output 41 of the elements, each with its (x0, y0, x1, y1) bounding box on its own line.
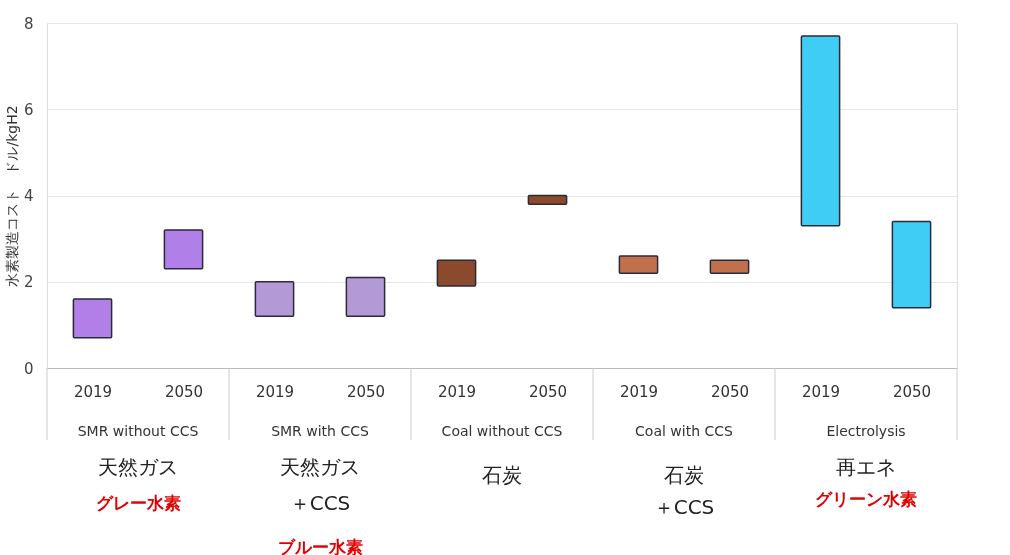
text: SMR with CCS (271, 423, 369, 439)
text: Coal with CCS (635, 423, 734, 439)
y-tick-label: 6 (23, 100, 34, 119)
x-tick-label: 2019 (73, 382, 113, 401)
text: 天然ガス (280, 455, 360, 479)
bar (800, 35, 841, 227)
text: 天然ガス (98, 455, 178, 479)
text: ＋CCS (289, 491, 351, 515)
x-tick-label: 2019 (619, 382, 659, 401)
bar (709, 259, 750, 274)
bar (72, 298, 113, 339)
x-tick-label: 2050 (892, 382, 932, 401)
text: SMR without CCS (77, 423, 199, 439)
bar (163, 229, 204, 270)
x-tick-label: 2050 (346, 382, 386, 401)
y-tick-label: 2 (23, 273, 34, 292)
x-tick-label: 2019 (801, 382, 841, 401)
x-tick-label: 2019 (437, 382, 477, 401)
y-axis-title: 水素製造コスト ドル/kgH2 (3, 105, 20, 287)
bar (436, 259, 477, 287)
bar (618, 255, 659, 274)
text: 再エネ (836, 455, 896, 479)
bar (254, 281, 295, 317)
text: Electrolysis (826, 423, 906, 439)
text: Coal without CCS (441, 423, 563, 439)
x-tick-label: 2050 (710, 382, 750, 401)
text: 石炭 (482, 463, 522, 487)
bar (527, 194, 568, 205)
x-tick-label: 2050 (164, 382, 204, 401)
bar (891, 220, 932, 309)
text: グリーン水素 (815, 489, 917, 509)
text: ＋CCS (653, 495, 715, 519)
text: ブルー水素 (277, 537, 363, 555)
y-tick-label: 0 (23, 359, 34, 378)
text: 石炭 (664, 463, 704, 487)
x-tick-label: 2019 (255, 382, 295, 401)
text: グレー水素 (95, 493, 181, 513)
x-tick-label: 2050 (528, 382, 568, 401)
y-tick-label: 8 (23, 14, 34, 33)
bar (345, 276, 386, 317)
y-tick-label: 4 (23, 187, 34, 205)
